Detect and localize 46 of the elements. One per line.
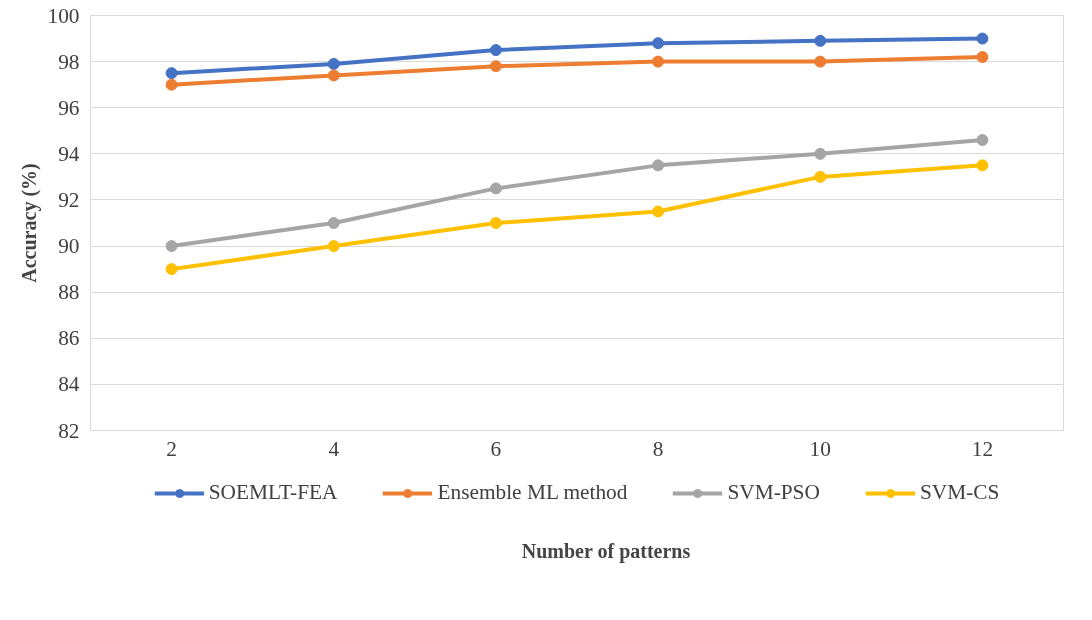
x-tick-label: 2 — [166, 436, 177, 461]
legend-label: Ensemble ML method — [437, 480, 628, 505]
point — [652, 55, 665, 68]
legend-label: SVM-CS — [919, 480, 1000, 505]
point — [814, 147, 827, 160]
x-tick-label: 10 — [809, 436, 831, 461]
point — [976, 134, 989, 146]
point — [327, 57, 340, 70]
y-tick-label: 94 — [58, 141, 80, 166]
point — [327, 240, 340, 253]
y-tick-label: 100 — [47, 3, 80, 28]
x-axis-title: Number of patterns — [521, 539, 691, 563]
point — [652, 37, 665, 50]
x-tick-label: 8 — [652, 436, 664, 461]
y-tick-label: 98 — [58, 49, 80, 74]
x-tick-label: 4 — [328, 436, 340, 461]
point — [814, 34, 827, 47]
point — [489, 217, 502, 229]
point — [814, 55, 827, 68]
point — [327, 217, 340, 229]
y-tick-label: 88 — [58, 280, 80, 305]
y-tick-label: 86 — [58, 326, 80, 351]
point — [165, 78, 178, 91]
point — [652, 205, 665, 218]
point — [165, 67, 178, 80]
y-tick-label: 82 — [58, 418, 80, 443]
point — [165, 263, 178, 276]
point — [165, 240, 178, 253]
point — [976, 159, 989, 172]
point — [489, 182, 502, 195]
point — [652, 159, 665, 172]
point — [489, 60, 502, 73]
y-axis-title: Accuracy (%) — [17, 163, 41, 283]
y-tick-label: 96 — [58, 95, 80, 120]
legend-label: SOEMLT-FEA — [208, 480, 338, 505]
point — [489, 44, 502, 57]
point — [814, 170, 827, 183]
y-tick-label: 92 — [58, 187, 80, 212]
legend-label: SVM-PSO — [727, 480, 820, 505]
point — [976, 51, 989, 63]
point — [327, 69, 340, 82]
point — [976, 32, 989, 45]
y-tick-label: 84 — [58, 372, 80, 397]
y-tick-label: 90 — [58, 234, 80, 259]
x-tick-label: 6 — [490, 436, 502, 461]
x-tick-label: 12 — [971, 436, 994, 461]
